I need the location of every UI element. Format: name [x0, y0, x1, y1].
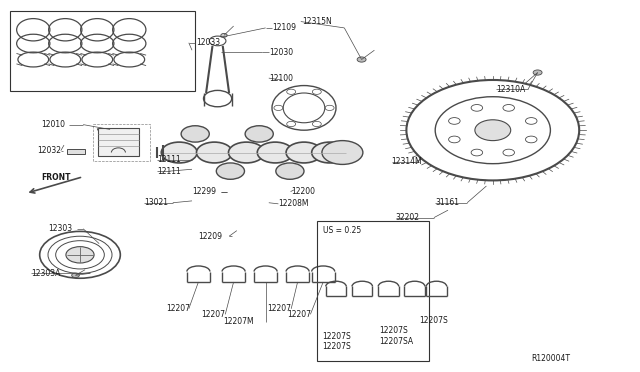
Circle shape — [161, 142, 197, 163]
Text: 12207S: 12207S — [322, 332, 351, 341]
Circle shape — [72, 273, 79, 278]
Text: 12303: 12303 — [48, 224, 72, 233]
Text: 12032: 12032 — [37, 146, 61, 155]
Circle shape — [245, 126, 273, 142]
Text: 12209: 12209 — [198, 232, 223, 241]
Bar — [10, 11, 195, 91]
Circle shape — [221, 33, 227, 37]
Text: FRONT: FRONT — [42, 173, 71, 182]
Text: 12207M: 12207M — [223, 317, 253, 326]
Circle shape — [276, 163, 304, 179]
Text: 12207S: 12207S — [419, 316, 448, 325]
Text: 12299: 12299 — [192, 187, 216, 196]
Text: US = 0.25: US = 0.25 — [323, 226, 362, 235]
Text: 12315N: 12315N — [302, 17, 332, 26]
Text: 31161: 31161 — [435, 198, 460, 207]
Circle shape — [357, 57, 366, 62]
Text: 12314M: 12314M — [392, 157, 422, 166]
Circle shape — [286, 142, 322, 163]
Bar — [67, 149, 85, 154]
Text: 12207: 12207 — [287, 310, 311, 319]
Text: 12207SA: 12207SA — [380, 337, 413, 346]
Text: 12109: 12109 — [273, 23, 297, 32]
Text: 12207: 12207 — [166, 304, 191, 313]
Bar — [317, 221, 429, 361]
Circle shape — [66, 247, 94, 263]
Circle shape — [196, 142, 232, 163]
Text: 12303A: 12303A — [31, 269, 60, 278]
Text: 12310A: 12310A — [496, 85, 525, 94]
Circle shape — [228, 142, 264, 163]
Text: 12208M: 12208M — [278, 199, 309, 208]
Text: 12033: 12033 — [196, 38, 220, 47]
Circle shape — [216, 163, 244, 179]
Text: 12207: 12207 — [268, 304, 292, 313]
Text: 12200: 12200 — [291, 187, 315, 196]
Text: 12207S: 12207S — [322, 342, 351, 351]
Circle shape — [533, 70, 542, 75]
Text: 12207: 12207 — [202, 310, 226, 319]
Circle shape — [257, 142, 293, 163]
Bar — [93, 124, 150, 161]
Text: 13021: 13021 — [144, 198, 168, 207]
Circle shape — [322, 141, 363, 164]
Circle shape — [475, 120, 511, 141]
Text: 12100: 12100 — [269, 74, 293, 83]
Text: 12030: 12030 — [269, 48, 294, 57]
Circle shape — [312, 142, 348, 163]
Text: R120004T: R120004T — [531, 355, 570, 363]
Text: 12111: 12111 — [157, 167, 180, 176]
Text: 12010: 12010 — [42, 120, 65, 129]
Circle shape — [181, 126, 209, 142]
Text: 32202: 32202 — [396, 213, 420, 222]
Text: 12111: 12111 — [157, 155, 180, 164]
Text: 12207S: 12207S — [380, 326, 408, 335]
Bar — [97, 128, 140, 156]
